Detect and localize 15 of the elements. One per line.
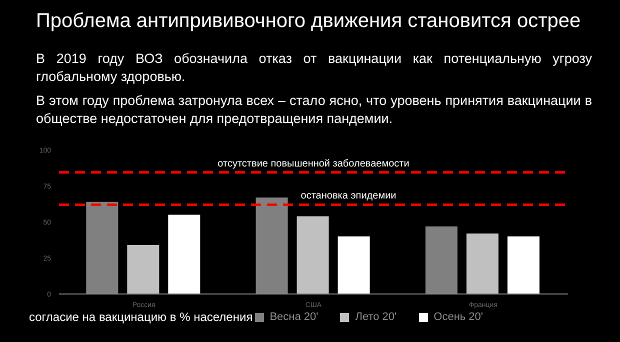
legend-label: Весна 20'	[268, 311, 318, 323]
chart-title: Проблема антипрививочного движения становится острее	[36, 10, 581, 33]
bar	[338, 236, 370, 294]
ref-line-label: остановка эпидемии	[300, 190, 396, 202]
bar	[296, 216, 329, 294]
bar	[466, 234, 498, 294]
bar	[168, 214, 200, 294]
legend-label: Осень 20'	[432, 311, 484, 323]
chart-subtitle: В 2019 году ВОЗ обозначила отказ от вакцинации как потенциальную угрозу глобальному здоровью.	[36, 50, 592, 86]
bar	[507, 236, 540, 294]
legend-title: согласие на вакцинацию в % населения	[29, 310, 253, 324]
legend-label: Лето 20'	[354, 311, 397, 323]
text: В этом году проблема затронула всех – стало ясно, что уровень принятия вакцинации в обществе недостаточен для предотвращения пандемии.	[36, 92, 592, 128]
bar	[127, 245, 160, 294]
ref-line-label: отсутствие повышенной заболеваемости	[218, 158, 410, 170]
